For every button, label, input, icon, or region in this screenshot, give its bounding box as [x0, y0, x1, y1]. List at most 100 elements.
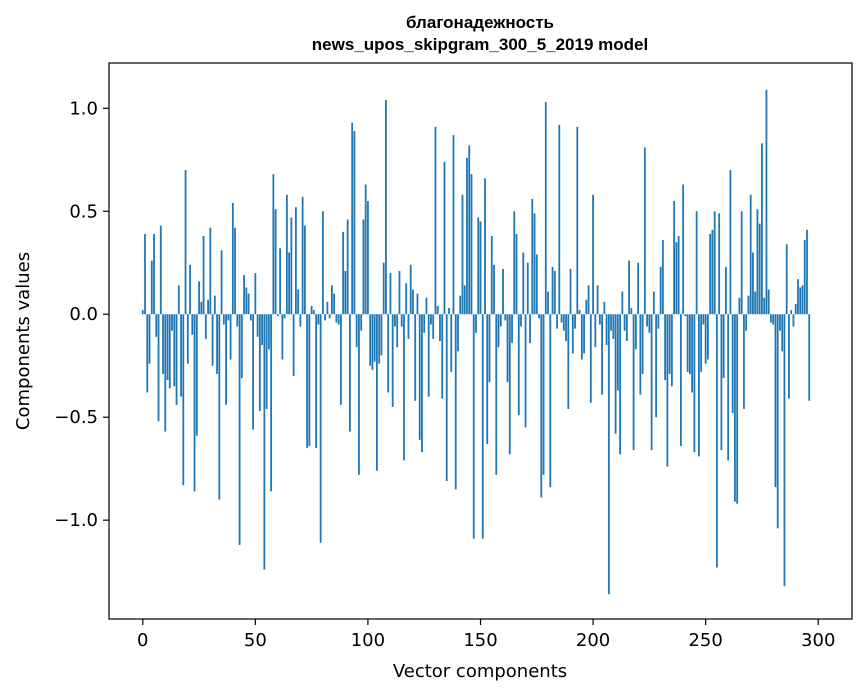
bar: [459, 295, 462, 315]
bar: [641, 314, 644, 374]
bar: [441, 314, 444, 399]
bar: [463, 285, 466, 315]
bar: [461, 194, 464, 315]
bar: [677, 235, 680, 315]
bar: [657, 314, 660, 329]
bar: [682, 184, 685, 315]
bar: [371, 314, 374, 370]
bar: [544, 102, 547, 315]
bar: [614, 314, 617, 434]
x-tick-label: 300: [801, 630, 835, 651]
bar: [713, 211, 716, 315]
bar: [610, 314, 612, 331]
bar: [756, 209, 759, 315]
bar: [752, 252, 754, 315]
bar: [551, 266, 554, 315]
bar: [535, 254, 538, 315]
bar: [191, 314, 194, 335]
bar: [162, 314, 164, 374]
bar: [533, 213, 536, 315]
bar: [290, 217, 293, 315]
bar: [803, 240, 806, 315]
bar: [716, 314, 718, 568]
bar: [736, 314, 739, 504]
bar: [634, 314, 637, 350]
bar: [308, 314, 311, 447]
bar: [261, 314, 263, 346]
bar: [540, 314, 543, 498]
bar: [355, 314, 358, 348]
bar: [765, 89, 768, 315]
bar: [258, 314, 261, 412]
bar: [213, 295, 216, 315]
bar: [231, 203, 234, 315]
y-tick-label: −0.5: [54, 407, 98, 428]
bar: [243, 275, 245, 315]
bar: [749, 194, 752, 315]
y-tick-label: 0.5: [69, 201, 98, 222]
bar: [526, 262, 529, 315]
bar: [159, 225, 162, 315]
bar: [670, 314, 673, 387]
bar: [193, 314, 196, 492]
bar: [763, 297, 766, 315]
bar: [490, 235, 493, 315]
bar: [472, 314, 475, 539]
bar: [666, 314, 669, 467]
bar: [189, 264, 191, 315]
bar: [475, 314, 477, 333]
bar: [556, 314, 558, 329]
bar: [481, 314, 484, 539]
bar: [335, 314, 338, 323]
bar: [652, 291, 655, 315]
bar: [497, 314, 500, 348]
bar: [337, 314, 340, 325]
bar: [754, 291, 757, 315]
bar: [227, 314, 230, 321]
bar: [643, 147, 646, 315]
bar: [565, 314, 567, 341]
bar: [659, 266, 662, 315]
x-tick-label: 200: [576, 630, 610, 651]
bar: [558, 124, 561, 315]
bar: [283, 314, 286, 319]
x-tick-label: 150: [463, 630, 497, 651]
bar: [346, 219, 349, 315]
bar: [779, 314, 781, 331]
bar: [520, 314, 522, 327]
bar: [513, 211, 516, 315]
bar: [252, 314, 254, 430]
bar: [704, 314, 707, 364]
bar: [495, 314, 498, 475]
bar: [407, 314, 410, 339]
bar: [655, 314, 658, 418]
bar: [466, 157, 468, 315]
bar: [175, 314, 178, 405]
bar: [380, 314, 383, 356]
bar: [297, 289, 300, 315]
bar: [743, 314, 745, 409]
bar: [416, 293, 419, 315]
bar: [722, 314, 725, 379]
bar: [783, 314, 786, 587]
bar: [432, 314, 435, 339]
bar: [576, 126, 579, 315]
bar: [488, 314, 491, 383]
bar: [698, 314, 700, 457]
bar: [650, 314, 653, 451]
y-tick-label: 1.0: [69, 98, 98, 119]
bar: [173, 314, 176, 387]
bar: [508, 314, 511, 455]
bar: [373, 314, 376, 362]
bar: [515, 233, 518, 315]
bar: [367, 200, 369, 315]
bar: [288, 252, 291, 315]
bar: [319, 314, 322, 543]
bar: [625, 314, 628, 341]
bar: [148, 314, 151, 364]
bar: [155, 314, 158, 337]
bar: [612, 314, 615, 339]
bar: [430, 314, 432, 325]
bar: [531, 198, 534, 315]
bar: [425, 297, 428, 315]
